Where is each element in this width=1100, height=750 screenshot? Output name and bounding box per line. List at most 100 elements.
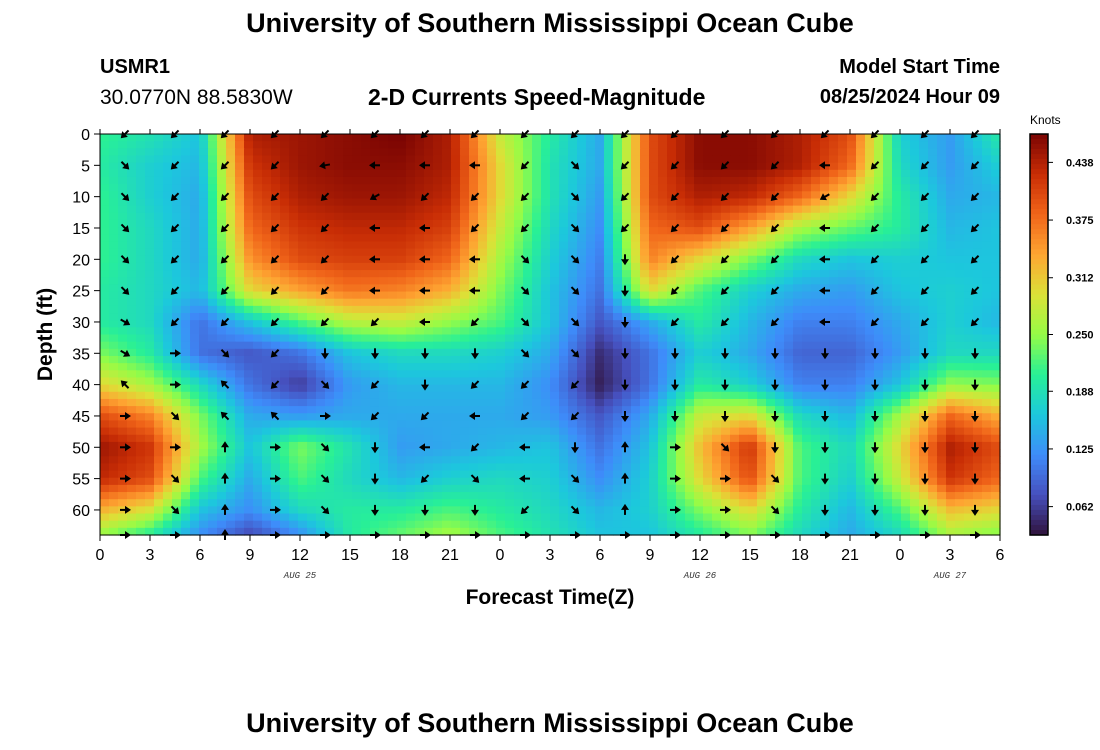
heatmap-cell (469, 370, 479, 379)
heatmap-cell (397, 191, 407, 200)
heatmap-cell (946, 291, 956, 300)
heatmap-cell (703, 262, 713, 271)
heatmap-cell (487, 162, 497, 171)
heatmap-cell (658, 134, 668, 142)
heatmap-cell (721, 370, 731, 379)
heatmap-cell (334, 219, 344, 228)
heatmap-cell (262, 184, 272, 192)
heatmap-cell (955, 141, 965, 149)
heatmap-cell (433, 219, 443, 228)
heatmap-cell (244, 219, 254, 228)
heatmap-cell (919, 212, 929, 221)
heatmap-cell (460, 320, 470, 328)
heatmap-cell (874, 391, 884, 400)
heatmap-cell (640, 134, 650, 142)
heatmap-cell (379, 341, 389, 350)
heatmap-cell (982, 320, 992, 328)
heatmap-cell (703, 270, 713, 278)
heatmap-cell (217, 212, 227, 221)
heatmap-cell (163, 291, 173, 300)
heatmap-cell (136, 477, 146, 486)
heatmap-cell (595, 305, 605, 314)
heatmap-cell (577, 334, 587, 343)
heatmap-cell (901, 456, 911, 464)
heatmap-cell (865, 162, 875, 171)
heatmap-cell (136, 334, 146, 343)
heatmap-cell (829, 477, 839, 486)
heatmap-cell (361, 470, 371, 479)
heatmap-cell (307, 398, 317, 407)
heatmap-cell (514, 184, 524, 192)
heatmap-cell (127, 305, 137, 314)
heatmap-cell (568, 427, 578, 436)
heatmap-cell (874, 320, 884, 328)
heatmap-cell (541, 219, 551, 228)
heatmap-cell (874, 141, 884, 149)
heatmap-cell (928, 434, 938, 443)
heatmap-cell (496, 327, 506, 336)
heatmap-cell (442, 219, 452, 228)
heatmap-cell (343, 384, 353, 393)
heatmap-cell (154, 248, 164, 257)
heatmap-cell (361, 227, 371, 235)
heatmap-cell (595, 270, 605, 278)
heatmap-cell (379, 377, 389, 386)
heatmap-cell (586, 391, 596, 400)
heatmap-cell (658, 334, 668, 343)
heatmap-cell (874, 162, 884, 171)
heatmap-cell (874, 176, 884, 185)
heatmap-cell (406, 205, 416, 214)
heatmap-cell (190, 456, 200, 464)
heatmap-cell (280, 284, 290, 293)
heatmap-cell (586, 406, 596, 414)
heatmap-cell (892, 141, 902, 149)
heatmap-cell (676, 248, 686, 257)
heatmap-cell (757, 427, 767, 436)
heatmap-cell (559, 227, 569, 235)
heatmap-cell (775, 477, 785, 486)
heatmap-cell (487, 241, 497, 250)
heatmap-cell (946, 169, 956, 178)
heatmap-cell (325, 234, 335, 243)
heatmap-cell (586, 176, 596, 185)
heatmap-cell (730, 449, 740, 457)
heatmap-cell (316, 298, 326, 307)
heatmap-cell (748, 262, 758, 271)
heatmap-cell (379, 420, 389, 429)
heatmap-cell (253, 270, 263, 278)
heatmap-cell (361, 413, 371, 422)
heatmap-cell (217, 184, 227, 192)
heatmap-cell (631, 234, 641, 243)
heatmap-cell (397, 184, 407, 192)
heatmap-cell (874, 406, 884, 414)
heatmap-cell (289, 413, 299, 422)
heatmap-cell (361, 406, 371, 414)
heatmap-cell (658, 456, 668, 464)
heatmap-cell (442, 341, 452, 350)
heatmap-cell (946, 363, 956, 371)
heatmap-cell (856, 384, 866, 393)
heatmap-cell (478, 484, 488, 493)
heatmap-cell (118, 398, 128, 407)
heatmap-cell (595, 377, 605, 386)
heatmap-cell (838, 384, 848, 393)
heatmap-cell (307, 370, 317, 379)
heatmap-cell (289, 162, 299, 171)
heatmap-cell (973, 198, 983, 207)
heatmap-cell (199, 341, 209, 350)
heatmap-cell (811, 248, 821, 257)
heatmap-cell (793, 234, 803, 243)
heatmap-cell (649, 162, 659, 171)
heatmap-cell (883, 191, 893, 200)
heatmap-cell (595, 398, 605, 407)
heatmap-cell (766, 205, 776, 214)
heatmap-cell (748, 191, 758, 200)
heatmap-cell (946, 313, 956, 321)
heatmap-cell (298, 341, 308, 350)
heatmap-cell (802, 241, 812, 250)
heatmap-cell (298, 398, 308, 407)
heatmap-cell (577, 434, 587, 443)
heatmap-cell (811, 484, 821, 493)
heatmap-cell (118, 327, 128, 336)
heatmap-cell (532, 391, 542, 400)
